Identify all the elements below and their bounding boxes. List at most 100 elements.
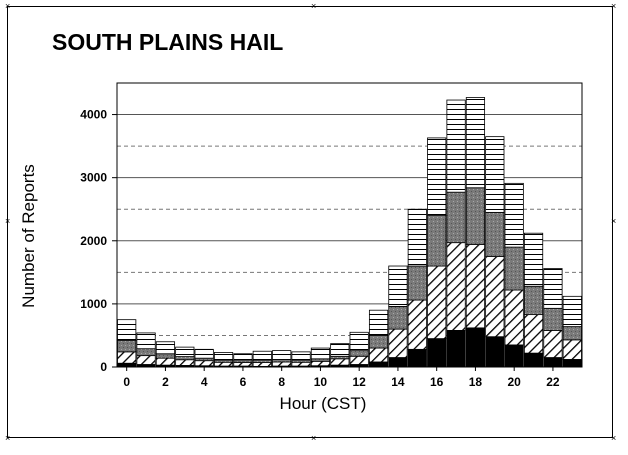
bar-segment-hour-14-series-0 bbox=[388, 357, 408, 368]
bar-segment-hour-14-series-1 bbox=[388, 328, 408, 358]
bar-segment-hour-13-series-1 bbox=[368, 347, 389, 363]
selection-handle-bottom-middle[interactable]: × bbox=[311, 433, 317, 443]
x-tick-label: 14 bbox=[391, 375, 405, 389]
bar-segment-hour-7-series-3 bbox=[252, 350, 272, 361]
selection-handle-bottom-left[interactable]: × bbox=[5, 433, 11, 443]
bar-segment-hour-10-series-1 bbox=[310, 360, 331, 367]
bar-segment-hour-23-series-0 bbox=[562, 359, 582, 368]
bar-segment-hour-6-series-1 bbox=[233, 362, 253, 367]
selection-handle-middle-left[interactable]: × bbox=[5, 216, 11, 226]
bar-segment-hour-1-series-2 bbox=[136, 348, 156, 357]
bar-segment-hour-9-series-3 bbox=[291, 351, 311, 361]
x-tick-label: 18 bbox=[469, 375, 483, 389]
selection-handle-bottom-right[interactable]: × bbox=[611, 433, 617, 443]
bar-segment-hour-13-series-2 bbox=[368, 335, 389, 349]
bar-segment-hour-3-series-1 bbox=[175, 359, 195, 366]
bar-segment-hour-4-series-1 bbox=[194, 360, 214, 367]
bar-segment-hour-18-series-2 bbox=[465, 187, 486, 245]
bar-segment-hour-5-series-3 bbox=[213, 352, 234, 361]
x-axis: 0 2 4 6 8 10 12 14 16 18 20 22 bbox=[123, 367, 560, 389]
bar-segment-hour-11-series-1 bbox=[330, 358, 350, 366]
bar-segment-hour-17-series-1 bbox=[446, 242, 466, 331]
bar-segment-hour-22-series-3 bbox=[543, 268, 563, 309]
bar-segment-hour-12-series-2 bbox=[349, 349, 369, 357]
selection-handle-top-middle[interactable]: × bbox=[311, 1, 317, 11]
bar-segment-hour-3-series-2 bbox=[175, 356, 195, 361]
bar-segment-hour-15-series-2 bbox=[407, 265, 427, 301]
bar-segment-hour-19-series-3 bbox=[485, 136, 505, 213]
x-tick-label: 16 bbox=[430, 375, 444, 389]
bar-segment-hour-18-series-1 bbox=[465, 244, 486, 329]
bar-segment-hour-20-series-0 bbox=[504, 344, 524, 368]
bar-segment-hour-17-series-0 bbox=[446, 329, 466, 368]
bar-segment-hour-23-series-1 bbox=[562, 339, 582, 360]
bar-segment-hour-21-series-0 bbox=[523, 352, 544, 368]
bar-segment-hour-2-series-1 bbox=[155, 357, 176, 366]
bar-segment-hour-9-series-1 bbox=[291, 361, 311, 367]
bar-segment-hour-17-series-3 bbox=[446, 99, 466, 193]
bar-segment-hour-16-series-3 bbox=[427, 137, 447, 216]
bar-segment-hour-0-series-0 bbox=[117, 362, 137, 368]
bar-segment-hour-19-series-0 bbox=[485, 336, 505, 368]
bar-segment-hour-15-series-0 bbox=[407, 348, 427, 368]
y-axis-label: Number of Reports bbox=[19, 164, 38, 308]
bar-segment-hour-2-series-2 bbox=[155, 353, 176, 359]
bar-segment-hour-14-series-2 bbox=[388, 306, 408, 330]
bar-segment-hour-17-series-2 bbox=[446, 191, 466, 244]
chart-title: SOUTH PLAINS HAIL bbox=[52, 29, 283, 55]
bar-segment-hour-1-series-1 bbox=[136, 355, 156, 365]
bar-segment-hour-13-series-3 bbox=[368, 309, 389, 336]
bar-segment-hour-20-series-2 bbox=[504, 246, 524, 291]
bar-segment-hour-21-series-2 bbox=[523, 285, 544, 316]
bar-segment-hour-2-series-3 bbox=[155, 341, 176, 355]
bar-segment-hour-16-series-1 bbox=[427, 265, 447, 339]
bar-segment-hour-16-series-0 bbox=[427, 338, 447, 368]
bar-segment-hour-21-series-3 bbox=[523, 232, 544, 287]
bar-segment-hour-0-series-3 bbox=[117, 319, 137, 341]
bar-segment-hour-20-series-3 bbox=[504, 182, 524, 248]
bar-segment-hour-19-series-2 bbox=[485, 211, 505, 257]
bar-segment-hour-13-series-0 bbox=[368, 361, 389, 368]
selection-handle-top-right[interactable]: × bbox=[611, 1, 617, 11]
bar-segment-hour-14-series-3 bbox=[388, 265, 408, 307]
x-axis-label: Hour (CST) bbox=[280, 394, 367, 413]
bar-segment-hour-4-series-3 bbox=[194, 348, 214, 359]
x-tick-label: 10 bbox=[314, 375, 328, 389]
bars bbox=[117, 97, 582, 368]
bar-segment-hour-15-series-3 bbox=[407, 208, 427, 267]
bar-segment-hour-0-series-2 bbox=[117, 340, 137, 353]
selection-handle-middle-right[interactable]: × bbox=[611, 216, 617, 226]
y-tick-label: 1000 bbox=[80, 297, 107, 311]
bar-segment-hour-8-series-1 bbox=[272, 361, 292, 367]
bar-segment-hour-21-series-1 bbox=[523, 314, 544, 354]
y-tick-label: 2000 bbox=[80, 234, 107, 248]
bar-segment-hour-10-series-3 bbox=[310, 347, 331, 360]
x-tick-label: 8 bbox=[278, 375, 285, 389]
y-tick-label: 3000 bbox=[80, 171, 107, 185]
bar-segment-hour-22-series-2 bbox=[543, 307, 563, 331]
x-tick-label: 6 bbox=[240, 375, 247, 389]
bar-segment-hour-6-series-3 bbox=[233, 353, 253, 362]
bar-segment-hour-23-series-3 bbox=[562, 295, 582, 328]
bar-segment-hour-22-series-1 bbox=[543, 329, 563, 358]
bar-segment-hour-23-series-2 bbox=[562, 326, 582, 341]
x-tick-label: 22 bbox=[546, 375, 560, 389]
bar-segment-hour-8-series-3 bbox=[272, 350, 292, 360]
y-axis: 0 1000 2000 3000 4000 bbox=[80, 108, 117, 374]
x-tick-label: 12 bbox=[353, 375, 367, 389]
selection-handle-top-left[interactable]: × bbox=[5, 1, 11, 11]
bar-segment-hour-5-series-1 bbox=[213, 361, 234, 367]
bar-segment-hour-12-series-1 bbox=[349, 355, 369, 365]
plot-area-border bbox=[116, 82, 583, 368]
x-tick-label: 20 bbox=[508, 375, 522, 389]
bar-segment-hour-3-series-3 bbox=[175, 346, 195, 357]
bar-segment-hour-7-series-1 bbox=[252, 362, 272, 367]
bar-segment-hour-18-series-3 bbox=[465, 97, 486, 189]
y-tick-label: 4000 bbox=[80, 108, 107, 122]
bar-segment-hour-19-series-1 bbox=[485, 256, 505, 338]
bar-segment-hour-20-series-1 bbox=[504, 289, 524, 346]
bar-segment-hour-1-series-3 bbox=[136, 332, 156, 350]
bar-segment-hour-11-series-3 bbox=[330, 343, 350, 357]
grid-lines bbox=[117, 114, 582, 336]
